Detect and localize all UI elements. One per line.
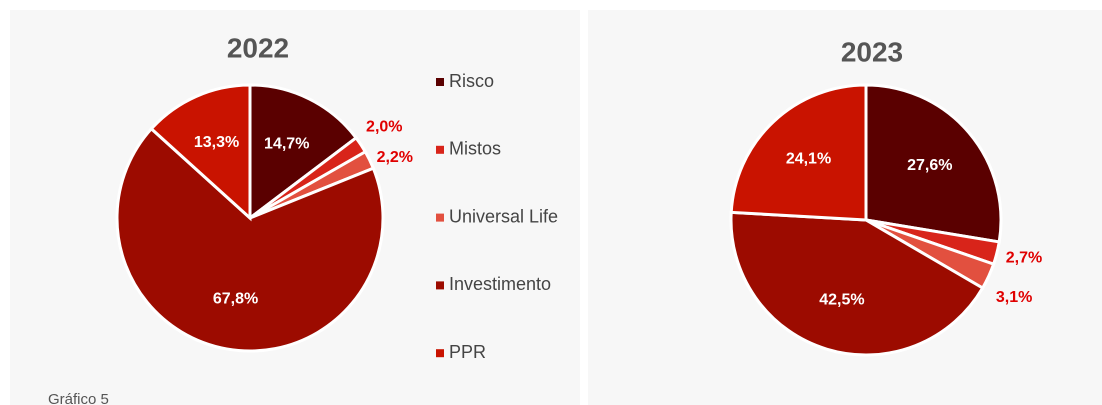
legend-label: Investimento <box>449 274 551 294</box>
pie-slice <box>248 83 359 222</box>
legend-swatch <box>436 213 444 222</box>
legend-label: PPR <box>449 342 486 362</box>
pie-slice <box>729 83 868 222</box>
legend-label: Universal Life <box>449 206 558 226</box>
data-label: 3,1% <box>996 289 1032 306</box>
data-label: 2,7% <box>1006 249 1042 266</box>
chart-title: 2023 <box>841 36 903 67</box>
legend-swatch <box>436 349 444 358</box>
chart-title: 2022 <box>227 32 289 63</box>
legend-swatch <box>436 281 444 290</box>
legend-swatch <box>436 78 444 86</box>
data-label: 42,5% <box>819 291 864 308</box>
legend-swatch <box>436 145 444 154</box>
data-label: 24,1% <box>786 150 831 167</box>
pie-slice <box>864 83 1003 244</box>
data-label: 27,6% <box>907 157 952 174</box>
pie-slice <box>729 210 985 357</box>
data-label: 14,7% <box>264 135 309 152</box>
data-label: 2,0% <box>366 118 402 135</box>
caption: Gráfico 5 <box>48 391 109 405</box>
legend-label: Risco <box>449 71 494 91</box>
pie-slice <box>149 83 252 222</box>
data-label: 13,3% <box>194 134 239 151</box>
data-label: 2,2% <box>377 149 413 166</box>
legend-label: Mistos <box>449 139 501 159</box>
pie-slice <box>115 126 385 353</box>
data-label: 67,8% <box>213 290 258 307</box>
